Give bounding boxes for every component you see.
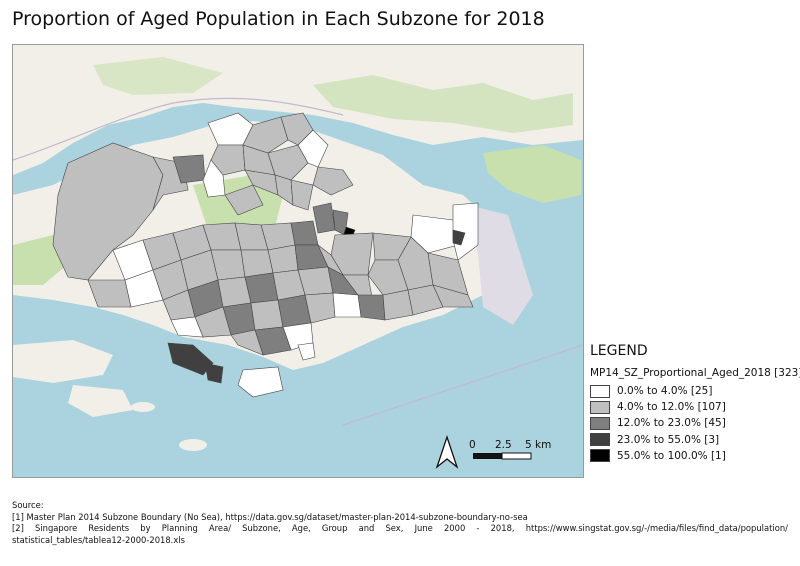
subzone[interactable] — [240, 249, 274, 278]
legend: LEGEND MP14_SZ_Proportional_Aged_2018 [3… — [590, 343, 800, 464]
small-island — [131, 402, 155, 412]
border-line — [13, 97, 344, 161]
subzone[interactable] — [297, 342, 316, 361]
subzone-layer — [52, 112, 479, 398]
subzone[interactable] — [267, 244, 299, 274]
legend-label: 0.0% to 4.0% [25] — [617, 385, 713, 398]
shipping-line — [342, 344, 583, 426]
north-arrow-icon — [435, 434, 459, 469]
legend-layer-name: MP14_SZ_Proportional_Aged_2018 [323] — [590, 367, 800, 379]
subzone[interactable] — [244, 272, 279, 304]
johor-vegetation-west — [93, 57, 223, 95]
pulau-ubin — [483, 145, 581, 203]
legend-item: 55.0% to 100.0% [1] — [590, 448, 795, 464]
map-canvas[interactable]: 0 2.5 5 km — [12, 44, 584, 478]
southern-island — [68, 385, 133, 417]
legend-swatch — [590, 400, 610, 414]
subzone[interactable] — [357, 294, 386, 321]
subzone[interactable] — [224, 184, 264, 216]
subzone[interactable] — [202, 159, 226, 198]
scale-label-0: 0 — [469, 439, 476, 451]
legend-item: 12.0% to 23.0% [45] — [590, 415, 795, 431]
legend-item: 0.0% to 4.0% [25] — [590, 383, 795, 399]
changi-airport — [468, 205, 533, 325]
subzone[interactable] — [52, 142, 164, 281]
map-title: Proportion of Aged Population in Each Su… — [12, 8, 545, 30]
subzone[interactable] — [280, 112, 314, 146]
subzone[interactable] — [242, 116, 289, 154]
source-ref-3: statistical_tables/tablea12-2000-2018.xl… — [12, 534, 185, 545]
subzone[interactable] — [267, 144, 309, 181]
legend-item: 23.0% to 55.0% [3] — [590, 432, 795, 448]
legend-swatch — [590, 384, 610, 398]
subzone[interactable] — [410, 214, 459, 254]
source-ref-2: [2] Singapore Residents by Planning Area… — [12, 523, 788, 533]
legend-item: 4.0% to 12.0% [107] — [590, 399, 795, 415]
legend-items: 0.0% to 4.0% [25] 4.0% to 12.0% [107] 12.0… — [590, 383, 795, 464]
scale-label-1: 2.5 — [495, 439, 512, 451]
johor-vegetation — [313, 75, 573, 133]
subzone[interactable] — [204, 362, 224, 384]
legend-swatch — [590, 433, 610, 447]
subzone[interactable] — [290, 179, 314, 211]
legend-label: 4.0% to 12.0% [107] — [617, 401, 726, 414]
legend-label: 12.0% to 23.0% [45] — [617, 417, 726, 430]
source-notes: Source: [1] Master Plan 2014 Subzone Bou… — [12, 500, 788, 546]
map-svg: 0 2.5 5 km — [13, 45, 583, 477]
legend-heading: LEGEND — [590, 343, 648, 359]
subzone[interactable] — [230, 329, 264, 356]
subzone[interactable] — [312, 166, 354, 196]
subzone[interactable] — [432, 284, 474, 308]
subzone[interactable] — [382, 289, 414, 321]
source-ref-1: [1] Master Plan 2014 Subzone Boundary (N… — [12, 511, 528, 522]
legend-label: 55.0% to 100.0% [1] — [617, 449, 726, 462]
subzone[interactable] — [237, 366, 284, 398]
subzone[interactable] — [210, 144, 246, 176]
scale-label-2: 5 km — [525, 439, 551, 451]
subzone[interactable] — [332, 292, 362, 318]
subzone[interactable] — [290, 220, 319, 246]
source-heading: Source: — [12, 500, 44, 510]
legend-swatch — [590, 416, 610, 430]
small-island — [179, 439, 207, 451]
subzone[interactable] — [250, 299, 284, 331]
jurong-island — [13, 340, 113, 383]
subzone[interactable] — [452, 229, 466, 246]
legend-label: 23.0% to 55.0% [3] — [617, 433, 720, 446]
legend-swatch — [590, 449, 610, 463]
scale-bar: 0 2.5 5 km — [469, 439, 551, 460]
subzone[interactable] — [170, 316, 204, 338]
